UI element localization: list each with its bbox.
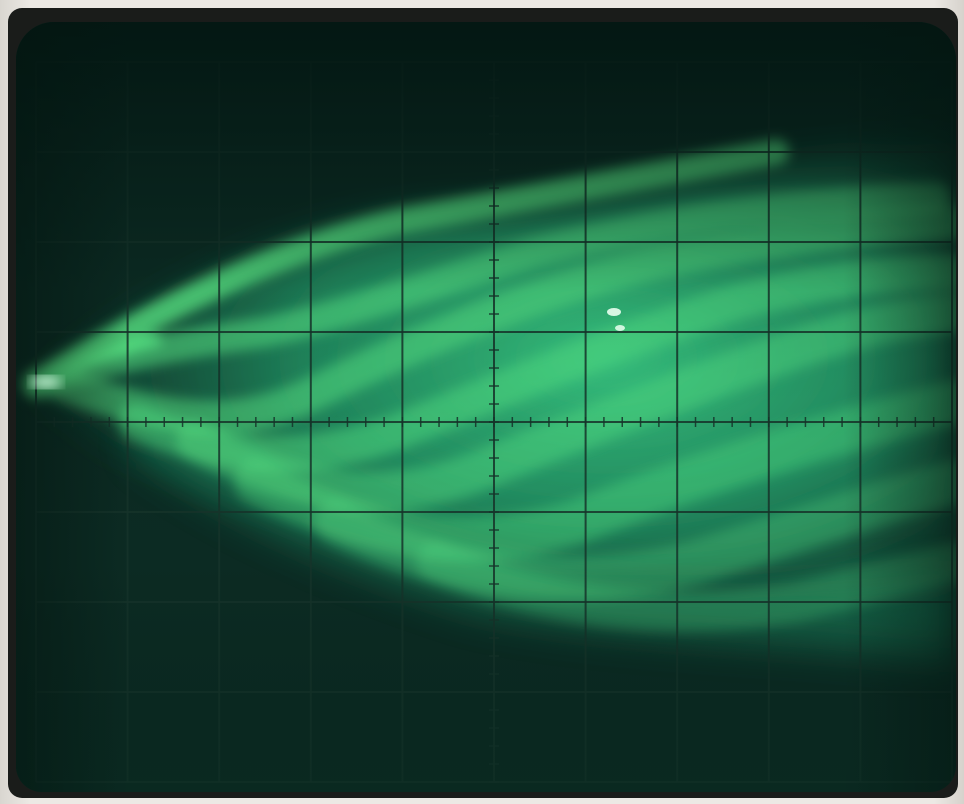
side-shadow	[16, 22, 956, 792]
oscilloscope-screen	[16, 22, 956, 792]
trace-start-spot	[30, 376, 62, 388]
scope-display	[16, 22, 956, 792]
glare-reflection	[607, 308, 621, 316]
glare-reflection-2	[615, 325, 625, 331]
